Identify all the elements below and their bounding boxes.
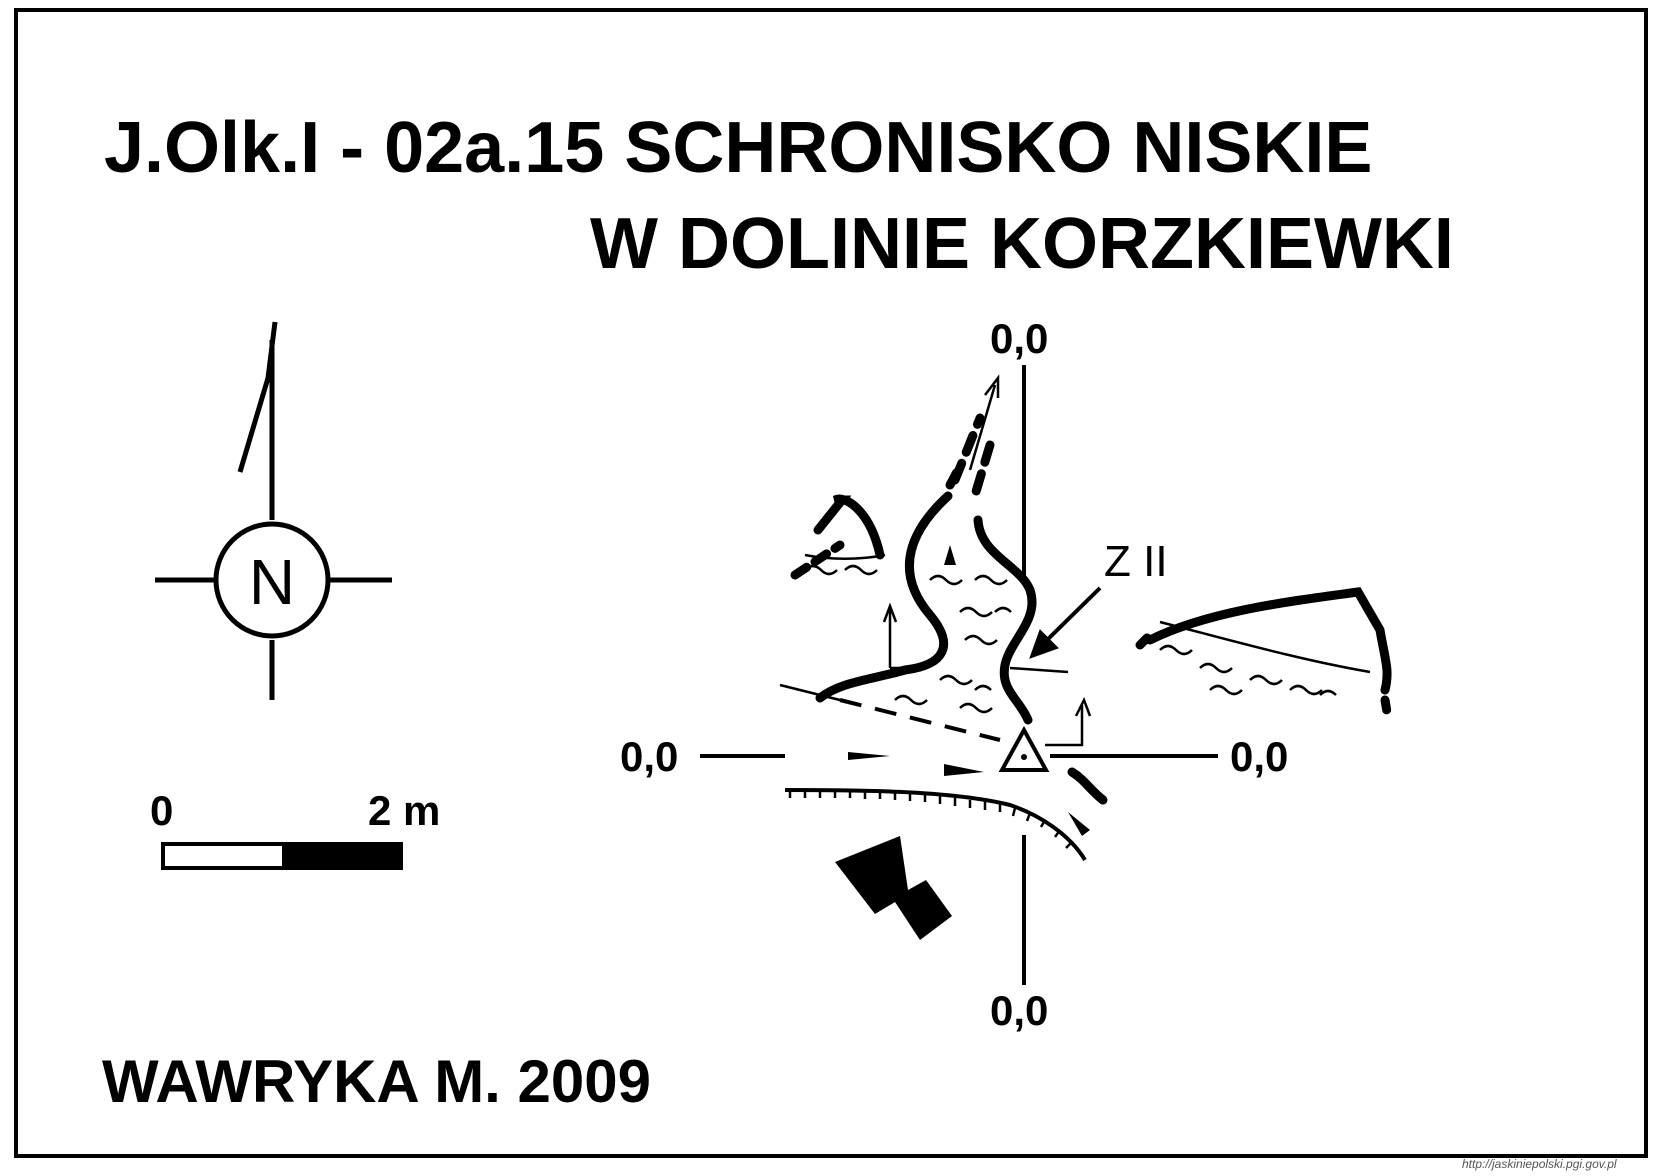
scale-start-label: 0 xyxy=(150,787,174,834)
cave-details xyxy=(779,374,1371,862)
section-label-top: 0,0 xyxy=(990,315,1049,362)
survey-pointer-arrow xyxy=(1029,586,1102,659)
entrance-arrow-icon xyxy=(835,836,952,940)
author-credit: WAWRYKA M. 2009 xyxy=(102,1048,651,1115)
map-frame xyxy=(14,8,1648,1158)
map-title-line1: J.Olk.I - 02a.15 SCHRONISKO NISKIE xyxy=(104,108,1373,188)
section-label-bottom: 0,0 xyxy=(990,987,1049,1034)
survey-point-icon xyxy=(998,725,1050,772)
scale-end-label: 2 m xyxy=(368,787,441,834)
source-credit: http://jaskiniepolski.pgi.gov.pl xyxy=(1462,1157,1617,1171)
north-arrow-icon: N xyxy=(155,321,392,700)
map-title-line2: W DOLINIE KORZKIEWKI xyxy=(590,204,1454,284)
scale-bar xyxy=(161,842,403,870)
section-label-left: 0,0 xyxy=(620,733,679,780)
section-axes xyxy=(700,365,1218,985)
slope-markers xyxy=(848,545,1090,836)
section-label-right: 0,0 xyxy=(1230,733,1289,780)
north-letter: N xyxy=(249,546,295,618)
survey-point-label: Z II xyxy=(1104,537,1168,586)
cave-walls xyxy=(790,413,1392,805)
